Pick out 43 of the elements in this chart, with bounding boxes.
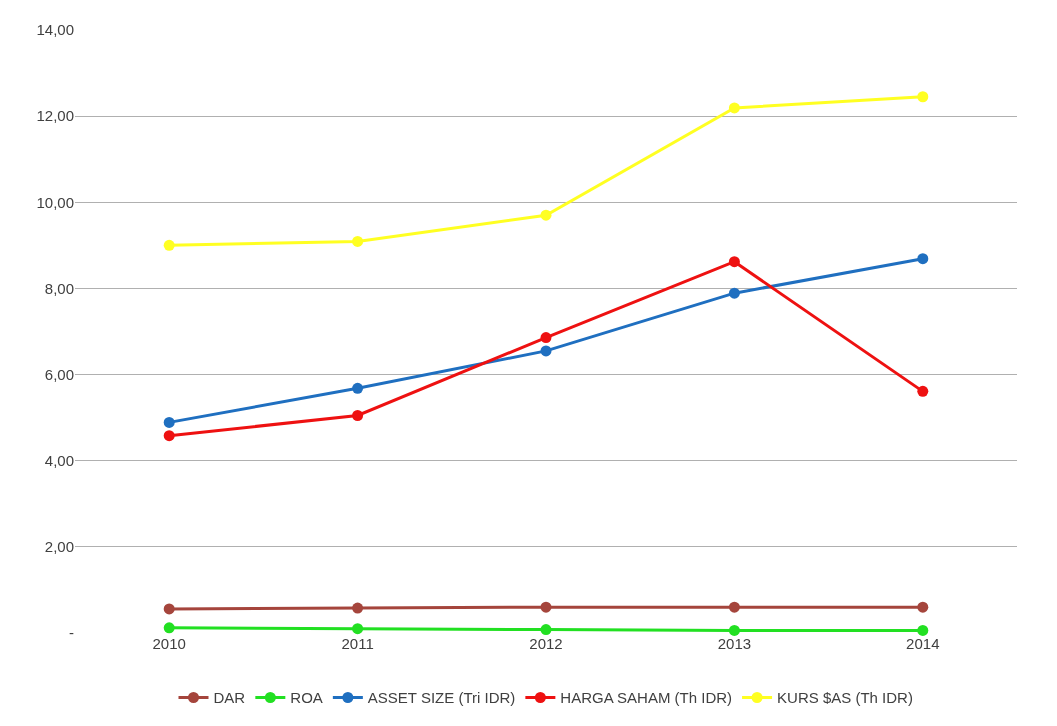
point <box>728 287 740 299</box>
x-tick-label: 2014 <box>906 635 940 652</box>
legend-label: DAR <box>213 689 246 707</box>
point <box>352 409 364 421</box>
point <box>728 624 740 636</box>
point <box>728 256 740 268</box>
point <box>163 603 175 615</box>
point <box>352 602 364 614</box>
point <box>352 235 364 247</box>
point <box>917 385 929 397</box>
y-tick-label: 6,00 <box>44 365 74 383</box>
point <box>540 624 552 636</box>
point <box>540 332 552 344</box>
point <box>917 624 929 636</box>
x-tick-label: 2011 <box>341 635 374 652</box>
y-tick-label: 10,00 <box>36 193 74 211</box>
legend-label: KURS $AS (Th IDR) <box>777 689 913 707</box>
point <box>917 253 929 265</box>
legend-label: ROA <box>290 689 323 707</box>
point <box>728 102 740 114</box>
legend-label: HARGA SAHAM (Th IDR) <box>560 689 733 707</box>
x-tick-label: 2013 <box>717 635 752 652</box>
point <box>540 345 552 357</box>
point <box>917 601 929 613</box>
point <box>917 91 929 103</box>
point <box>352 623 364 635</box>
point <box>540 601 552 613</box>
point <box>163 430 175 442</box>
point <box>540 209 552 221</box>
x-tick-label: 2010 <box>152 635 186 652</box>
y-tick-label: - <box>69 624 74 642</box>
point <box>163 622 175 634</box>
y-tick-label: 2,00 <box>44 538 74 556</box>
y-tick-label: 4,00 <box>44 451 74 469</box>
point <box>163 239 175 251</box>
point <box>163 416 175 428</box>
point <box>728 601 740 613</box>
y-tick-label: 14,00 <box>36 21 74 39</box>
y-tick-label: 8,00 <box>44 279 74 297</box>
legend-label: ASSET SIZE (Tri IDR) <box>367 689 516 707</box>
x-tick-label: 2012 <box>529 635 563 652</box>
point <box>352 382 364 394</box>
y-tick-label: 12,00 <box>36 107 74 125</box>
